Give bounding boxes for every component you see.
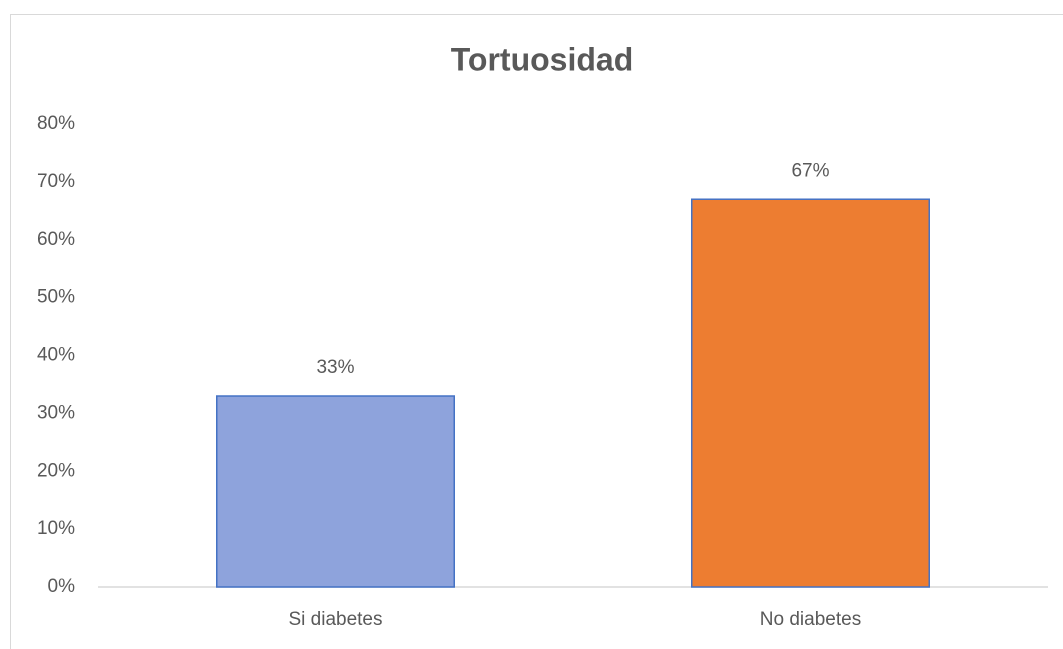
data-label: 67% xyxy=(791,160,829,181)
y-tick-label: 80% xyxy=(37,113,75,134)
y-tick-label: 30% xyxy=(37,402,75,423)
data-label: 33% xyxy=(316,357,354,378)
y-tick-label: 50% xyxy=(37,287,75,308)
y-tick-label: 10% xyxy=(37,518,75,539)
y-tick-label: 0% xyxy=(48,576,76,597)
y-tick-label: 40% xyxy=(37,345,75,366)
y-tick-label: 60% xyxy=(37,229,75,250)
x-tick-label: Si diabetes xyxy=(288,609,382,630)
y-tick-label: 70% xyxy=(37,171,75,192)
bar xyxy=(691,198,930,588)
chart-title: Tortuosidad xyxy=(451,41,634,77)
y-tick-label: 20% xyxy=(37,460,75,481)
bar xyxy=(216,395,455,588)
x-tick-label: No diabetes xyxy=(760,609,861,630)
